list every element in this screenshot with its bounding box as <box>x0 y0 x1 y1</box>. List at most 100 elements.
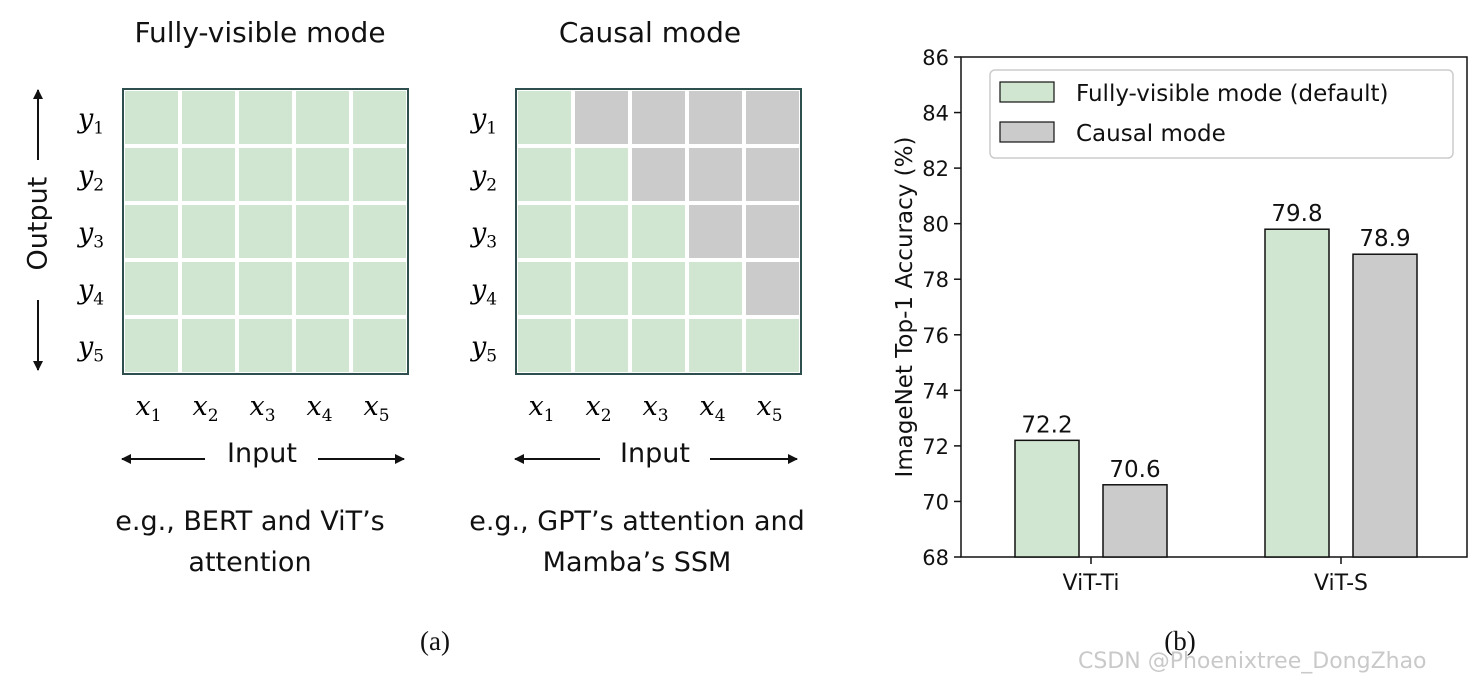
causal-grid-border <box>515 88 802 375</box>
causal-cell-r2-c2 <box>575 148 628 201</box>
causal-col-label: x1 <box>529 391 555 426</box>
y-tick-label: 80 <box>922 213 949 237</box>
causal-cell-r2-c3 <box>632 148 685 201</box>
fully-visible-grid <box>122 88 409 375</box>
causal-cell-r5-c4 <box>689 319 742 372</box>
causal-title: Causal mode <box>558 16 742 49</box>
fully-visible-row-label: y3 <box>77 218 104 253</box>
causal-cell-r3-c3 <box>632 205 685 258</box>
y-tick-label: 86 <box>922 46 949 70</box>
fully-visible-col-label: x4 <box>307 391 333 426</box>
causal-cell-r2-c5 <box>746 148 799 201</box>
causal-cell-r5-c1 <box>518 319 571 372</box>
bar-fully-visible-vit-ti <box>1014 439 1080 558</box>
fully-visible-cell-r5-c5 <box>353 319 406 372</box>
causal-cell-r4-c3 <box>632 262 685 315</box>
fully-visible-caption-line2: attention <box>188 547 312 578</box>
y-tick-label: 74 <box>922 379 949 403</box>
causal-cell-r3-c4 <box>689 205 742 258</box>
fully-visible-cell-r2-c4 <box>296 148 349 201</box>
causal-cell-r3-c1 <box>518 205 571 258</box>
fully-visible-cell-r2-c3 <box>239 148 292 201</box>
causal-row-label: y3 <box>470 218 497 253</box>
causal-grid <box>515 88 802 375</box>
fully-visible-row-label: y2 <box>77 161 104 196</box>
fully-visible-cell-r3-c2 <box>182 205 235 258</box>
bar-value-label: 70.6 <box>1109 457 1160 483</box>
legend-entry: Fully-visible mode (default) <box>1076 81 1388 107</box>
fully-visible-cell-r4-c3 <box>239 262 292 315</box>
fully-visible-cell-r5-c2 <box>182 319 235 372</box>
fully-visible-cell-r2-c5 <box>353 148 406 201</box>
causal-cell-r2-c1 <box>518 148 571 201</box>
causal-cell-r4-c5 <box>746 262 799 315</box>
accuracy-bar-chart: 68 70 72 74 76 78 80 82 84 86 ImageNet Top-1 Accur… <box>892 46 1468 596</box>
fully-visible-cell-r4-c2 <box>182 262 235 315</box>
causal-cell-r1-c1 <box>518 91 571 144</box>
fully-visible-row-label: y1 <box>77 104 104 139</box>
fully-visible-cell-r5-c1 <box>125 319 178 372</box>
fully-visible-cell-r1-c1 <box>125 91 178 144</box>
fully-visible-cell-r3-c5 <box>353 205 406 258</box>
fully-visible-cell-r3-c3 <box>239 205 292 258</box>
causal-cell-r4-c1 <box>518 262 571 315</box>
watermark: CSDN @Phoenixtree_DongZhao <box>1078 649 1427 674</box>
causal-row-label: y1 <box>470 104 497 139</box>
attention-grids: y1 y2 y3 y4 y5 x1 x2 x3 x4 x5 y1 y2 y3 y4 y5 x1 x2 x3 x4 x5 <box>33 88 802 464</box>
bar-value-label: 72.2 <box>1021 412 1072 438</box>
bar-fully-visible-vit-s <box>1264 228 1330 558</box>
panel-b-label: (b) <box>1164 626 1196 656</box>
causal-cell-r1-c2 <box>575 91 628 144</box>
causal-cell-r2-c4 <box>689 148 742 201</box>
input-axis-label-right: Input <box>620 438 690 469</box>
grid-axis-labels: y1 y2 y3 y4 y5 x1 x2 x3 x4 x5 y1 y2 y3 y4 y5 x1 x2 x3 x4 x5 <box>77 104 783 427</box>
causal-col-label: x3 <box>643 391 669 426</box>
legend-swatch <box>999 121 1055 143</box>
bar-value-label: 79.8 <box>1271 201 1322 227</box>
fully-visible-grid-border <box>122 88 409 375</box>
output-axis-label: Output <box>22 176 54 271</box>
input-axis-label-left: Input <box>227 438 297 469</box>
fully-visible-col-label: x1 <box>136 391 162 426</box>
y-tick-label: 78 <box>922 268 949 292</box>
causal-cell-r1-c5 <box>746 91 799 144</box>
fully-visible-cell-r1-c4 <box>296 91 349 144</box>
x-tick-label: ViT-S <box>1314 571 1368 596</box>
fully-visible-col-label: x3 <box>250 391 276 426</box>
causal-cell-r3-c5 <box>746 205 799 258</box>
fully-visible-col-label: x2 <box>193 391 219 426</box>
causal-cell-r5-c2 <box>575 319 628 372</box>
causal-col-label: x2 <box>586 391 612 426</box>
y-tick-label: 82 <box>922 157 949 181</box>
causal-cell-r3-c2 <box>575 205 628 258</box>
causal-cell-r5-c3 <box>632 319 685 372</box>
fully-visible-cell-r4-c1 <box>125 262 178 315</box>
y-tick-label: 70 <box>922 490 949 514</box>
fully-visible-cell-r3-c1 <box>125 205 178 258</box>
fully-visible-cell-r5-c3 <box>239 319 292 372</box>
bar-causal-vit-ti <box>1102 484 1168 558</box>
x-tick-label: ViT-Ti <box>1063 571 1120 596</box>
causal-col-label: x5 <box>757 391 783 426</box>
fully-visible-title: Fully-visible mode <box>134 16 386 49</box>
fully-visible-cell-r5-c4 <box>296 319 349 372</box>
y-axis-label: ImageNet Top-1 Accuracy (%) <box>892 137 918 478</box>
causal-row-label: y5 <box>470 332 497 367</box>
causal-cell-r5-c5 <box>746 319 799 372</box>
y-tick-label: 84 <box>922 102 949 126</box>
panel-a-label: (a) <box>420 626 450 656</box>
fully-visible-caption-line1: e.g., BERT and ViT’s <box>115 506 385 537</box>
fully-visible-caption: e.g., BERT and ViT’s attention <box>80 501 420 583</box>
fully-visible-row-label: y5 <box>77 332 104 367</box>
legend-entry: Causal mode <box>1076 121 1226 147</box>
bar-value-label: 78.9 <box>1359 226 1410 252</box>
causal-caption-line1: e.g., GPT’s attention and <box>469 506 805 537</box>
causal-cell-r4-c4 <box>689 262 742 315</box>
fully-visible-cell-r1-c2 <box>182 91 235 144</box>
fully-visible-row-label: y4 <box>77 275 104 310</box>
legend-swatch <box>999 81 1055 103</box>
fully-visible-cell-r4-c4 <box>296 262 349 315</box>
y-tick-label: 76 <box>922 324 949 348</box>
y-tick-label: 68 <box>922 546 949 570</box>
legend-box <box>989 69 1454 159</box>
